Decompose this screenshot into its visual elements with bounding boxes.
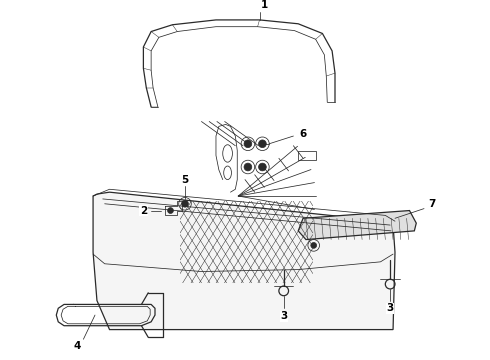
Text: 3: 3 bbox=[280, 311, 287, 321]
Polygon shape bbox=[93, 192, 395, 330]
Polygon shape bbox=[298, 211, 416, 240]
Text: 4: 4 bbox=[74, 341, 81, 351]
Bar bbox=[298, 150, 316, 160]
Text: 6: 6 bbox=[299, 129, 307, 139]
Circle shape bbox=[244, 140, 252, 148]
Text: 3: 3 bbox=[387, 303, 394, 313]
Text: 2: 2 bbox=[140, 206, 147, 216]
Circle shape bbox=[168, 208, 173, 213]
Circle shape bbox=[259, 163, 266, 171]
Circle shape bbox=[311, 243, 317, 248]
Circle shape bbox=[244, 163, 252, 171]
Circle shape bbox=[182, 201, 188, 207]
Circle shape bbox=[259, 140, 266, 148]
Text: 5: 5 bbox=[181, 175, 189, 185]
Text: 7: 7 bbox=[428, 199, 436, 209]
Text: 1: 1 bbox=[261, 0, 268, 10]
